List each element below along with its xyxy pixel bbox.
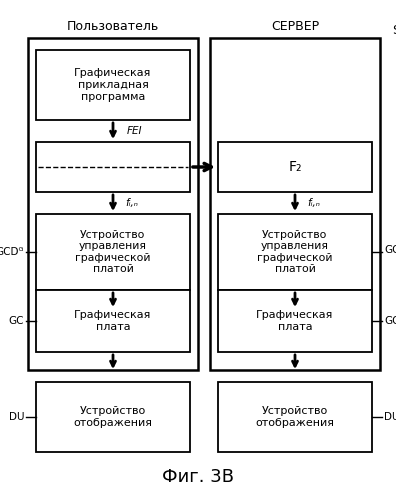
Text: СЕРВЕР: СЕРВЕР bbox=[271, 20, 319, 34]
Text: Устройство
управления
графической
платой: Устройство управления графической платой bbox=[257, 230, 333, 274]
Text: Устройство
отображения: Устройство отображения bbox=[74, 406, 152, 428]
Bar bbox=[36, 290, 190, 352]
Text: GC': GC' bbox=[384, 316, 396, 326]
Text: GCDᴳ: GCDᴳ bbox=[0, 247, 24, 257]
Text: fᵢ,ₙ: fᵢ,ₙ bbox=[125, 198, 138, 208]
Text: Фиг. 3В: Фиг. 3В bbox=[162, 468, 234, 486]
Text: Устройство
отображения: Устройство отображения bbox=[255, 406, 335, 428]
Text: S: S bbox=[392, 24, 396, 36]
Bar bbox=[36, 50, 190, 120]
Text: DU: DU bbox=[8, 412, 24, 422]
Text: Графическая
плата: Графическая плата bbox=[256, 310, 334, 332]
Bar bbox=[218, 290, 372, 352]
Text: F₂: F₂ bbox=[288, 160, 302, 174]
Text: Пользователь: Пользователь bbox=[67, 20, 159, 34]
Text: GC: GC bbox=[8, 316, 24, 326]
Bar bbox=[36, 214, 190, 290]
Text: FEI: FEI bbox=[127, 126, 143, 136]
Text: Графическая
прикладная
программа: Графическая прикладная программа bbox=[74, 68, 152, 102]
Text: Устройство
управления
графической
платой: Устройство управления графической платой bbox=[75, 230, 151, 274]
Text: GCDᴳ': GCDᴳ' bbox=[384, 245, 396, 255]
Text: DU': DU' bbox=[384, 412, 396, 422]
Bar bbox=[36, 382, 190, 452]
Bar bbox=[218, 142, 372, 192]
Text: Графическая
плата: Графическая плата bbox=[74, 310, 152, 332]
Bar bbox=[218, 214, 372, 290]
Bar bbox=[218, 382, 372, 452]
Text: fᵢ,ₙ: fᵢ,ₙ bbox=[307, 198, 320, 208]
Bar bbox=[36, 142, 190, 192]
Bar bbox=[28, 38, 198, 370]
Bar bbox=[210, 38, 380, 370]
